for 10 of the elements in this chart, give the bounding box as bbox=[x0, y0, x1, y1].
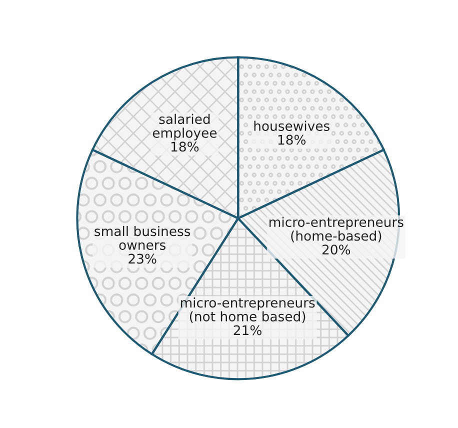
data-label: 21% bbox=[234, 325, 262, 336]
data-label: 18% bbox=[278, 134, 306, 145]
data-label: 20% bbox=[322, 244, 350, 255]
data-label: 18% bbox=[171, 142, 199, 152]
slice-label: micro-entrepreneurs (home-based) bbox=[270, 216, 404, 242]
slice-label: housewives bbox=[254, 120, 330, 131]
slice-label: salaried employee bbox=[152, 114, 217, 140]
slice-label: small business owners bbox=[94, 226, 190, 250]
data-label: 23% bbox=[128, 254, 156, 264]
slice-label: micro-entrepreneurs (not home based) bbox=[180, 297, 315, 323]
